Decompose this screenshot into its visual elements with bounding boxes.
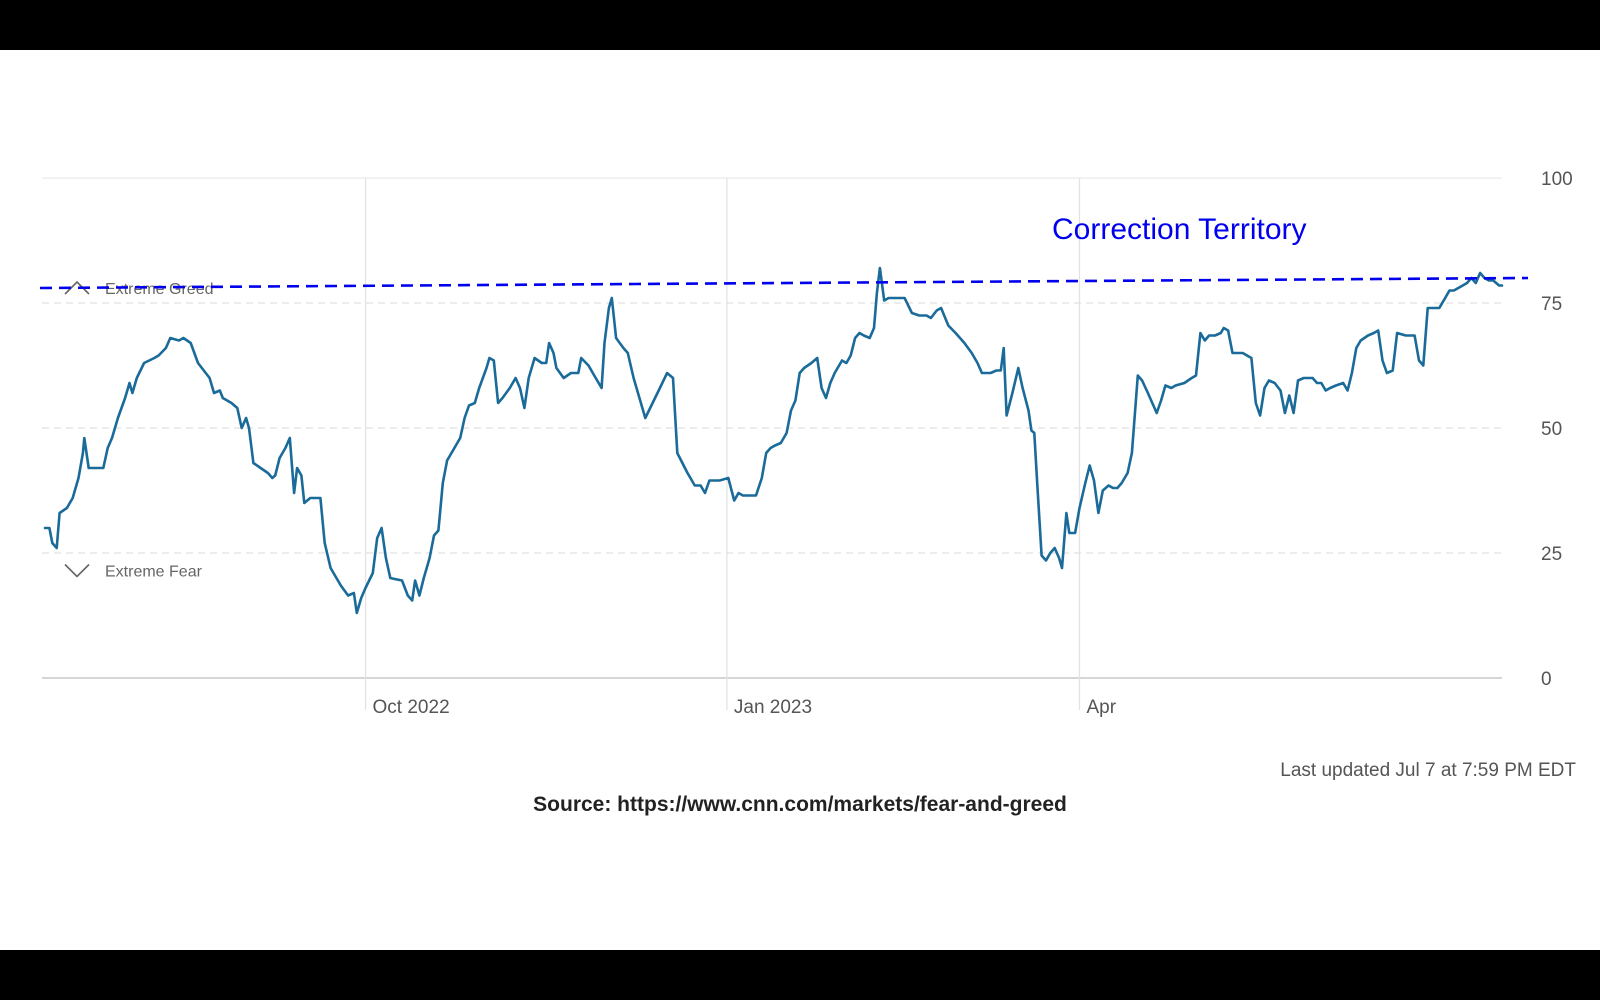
zone-label: Extreme Greed xyxy=(105,281,213,298)
chevron-up-icon xyxy=(64,280,90,295)
x-tick-label: Oct 2022 xyxy=(373,697,450,718)
y-tick-label-0: 0 xyxy=(1541,669,1552,690)
chart-canvas: 0 25 50 75 100 Oct 2022 Jan 2023 Apr Extreme Gre… xyxy=(0,50,1600,950)
x-tick-label: Jan 2023 xyxy=(734,697,812,718)
source-caption: Source: https://www.cnn.com/markets/fear… xyxy=(533,793,1067,816)
x-tick-label: Apr xyxy=(1086,697,1116,718)
y-tick-label-50: 50 xyxy=(1541,419,1562,440)
series-line xyxy=(43,266,1504,615)
correction-territory-label: Correction Territory xyxy=(1052,213,1307,246)
chevron-down-icon-stroke xyxy=(64,563,90,578)
chevron-up-icon-stroke xyxy=(64,280,90,295)
y-tick-label-25: 25 xyxy=(1541,544,1562,565)
fear-greed-chart: 0 25 50 75 100 Oct 2022 Jan 2023 Apr Extreme Gre… xyxy=(39,169,1573,718)
y-tick-label-100: 100 xyxy=(1541,169,1573,190)
chevron-down-icon xyxy=(64,563,90,578)
zone-label: Extreme Fear xyxy=(105,564,203,581)
y-tick-label-75: 75 xyxy=(1541,294,1562,315)
last-updated-text: Last updated Jul 7 at 7:59 PM EDT xyxy=(1280,760,1576,781)
correction-territory-line xyxy=(39,276,1529,290)
